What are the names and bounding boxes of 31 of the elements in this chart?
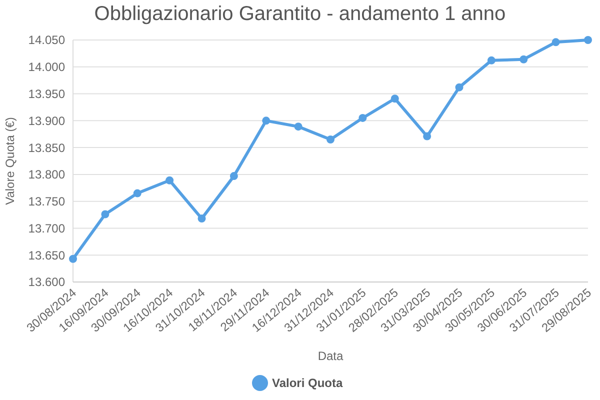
y-tick-label: 13.600 — [28, 275, 66, 290]
y-tick-label: 13.950 — [28, 86, 66, 101]
legend-label: Valori Quota — [272, 376, 344, 390]
y-tick-label: 14.050 — [28, 33, 66, 48]
point — [133, 189, 142, 198]
x-axis-title: Data — [318, 349, 344, 363]
point — [487, 56, 496, 64]
y-tick-label: 13.700 — [28, 221, 66, 236]
y-tick-label: 13.650 — [28, 248, 66, 262]
point — [262, 116, 270, 125]
point — [69, 254, 77, 263]
point — [326, 135, 334, 144]
point — [520, 55, 528, 64]
point — [101, 210, 110, 218]
y-axis-title: Valore Quota (€) — [3, 117, 17, 205]
y-tick-label: 13.750 — [28, 194, 66, 209]
point — [166, 176, 174, 184]
y-tick-label: 13.800 — [28, 168, 66, 182]
point — [358, 114, 367, 122]
y-tick-label: 14.000 — [28, 60, 66, 74]
point — [584, 36, 592, 44]
chart-title: Obbligazionario Garantito - andamento 1 anno — [94, 3, 506, 25]
point — [294, 122, 302, 131]
point — [455, 83, 464, 92]
y-tick-label: 13.850 — [28, 140, 66, 155]
point — [198, 214, 206, 223]
point — [423, 132, 432, 140]
point — [390, 94, 399, 103]
point — [230, 172, 238, 180]
y-tick-label: 13.900 — [28, 114, 66, 128]
point — [552, 38, 560, 46]
